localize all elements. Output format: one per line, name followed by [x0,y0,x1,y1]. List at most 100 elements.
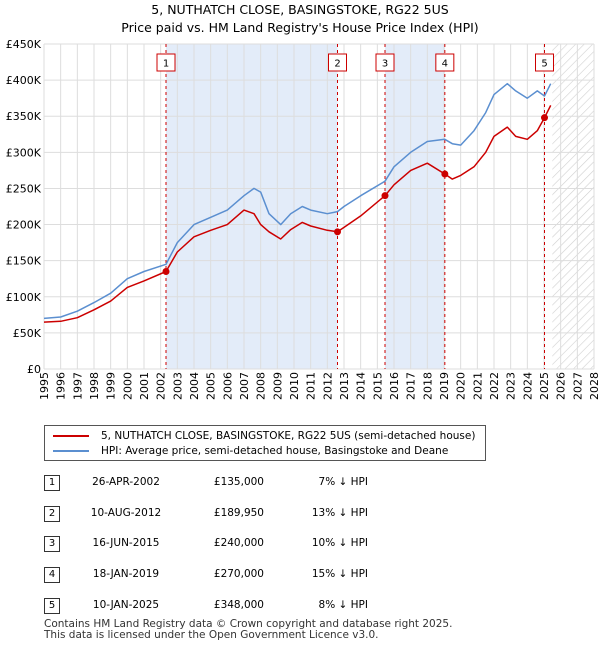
x-tick-label: 1997 [71,372,84,400]
footer-copyright: Contains HM Land Registry data © Crown c… [44,618,453,630]
sale-hpi-diff: 10% ↓ HPI [311,537,368,549]
x-tick-label: 2011 [305,372,318,400]
sale-marker-labels: 1 2 3 4 5 [156,53,554,72]
sale-vertical-lines [165,44,545,369]
y-tick-label: £50K [13,327,42,340]
sale-price: £240,000 [213,537,264,549]
sale-date: 10-AUG-2012 [90,507,162,519]
y-tick-label: £0 [27,363,41,376]
sale-marker-box [156,53,176,72]
sale-row: 5 10-JAN-2025 £348,000 8% ↓ HPI [44,596,404,616]
sale-marker-label: 3 [375,53,395,72]
x-tick-label: 2024 [521,372,534,400]
legend: 5, NUTHATCH CLOSE, BASINGSTOKE, RG22 5US… [44,425,486,461]
property-series-line [43,105,552,323]
x-tick-label: 2022 [488,372,501,400]
hpi-series-line [43,82,552,320]
sale-point [541,114,548,122]
sale-hpi-diff: 13% ↓ HPI [311,507,368,519]
y-tick-label: £350K [6,110,42,123]
legend-label-property: 5, NUTHATCH CLOSE, BASINGSTOKE, RG22 5US… [101,430,476,442]
x-tick-label: 2007 [238,372,251,400]
sale-number-badge: 2 [44,506,60,522]
sale-point [381,192,389,200]
future-hatch [552,44,594,369]
x-tick-label: 2027 [571,372,584,400]
y-tick-label: £300K [6,146,42,159]
sale-marker-number: 3 [382,59,388,70]
sale-date: 10-JAN-2025 [92,599,160,611]
sale-marker-number: 5 [541,59,547,70]
sale-marker-label: 5 [535,53,554,72]
sale-marker-box [328,53,347,72]
x-tick-label: 1996 [55,372,68,400]
x-tick-label: 2016 [388,372,401,400]
y-tick-label: £100K [6,291,42,304]
sale-marker-box [535,53,554,72]
sale-hpi-diff: 7% ↓ HPI [318,476,368,488]
x-tick-label: 1999 [105,372,118,400]
sale-marker-box [435,53,455,72]
x-tick-label: 2026 [555,372,568,400]
sale-price: £135,000 [213,476,264,488]
y-axis-ticks: £0 £50K £100K £150K £200K £250K £300K £350K £400… [6,38,42,376]
x-tick-label: 2001 [138,372,151,400]
x-tick-label: 2010 [288,372,301,400]
sale-point [162,268,170,275]
shaded-range [385,44,445,369]
y-tick-label: £250K [6,182,42,195]
sale-price: £189,950 [213,507,264,519]
x-tick-label: 2008 [255,372,268,400]
footer: Contains HM Land Registry data © Crown c… [44,619,452,641]
price-chart: 1 2 3 4 5 £0 £50K £100K £150K £200K £250K £300K £35… [6,38,600,400]
x-tick-label: 2018 [421,372,434,400]
x-tick-label: 2019 [438,372,451,400]
x-tick-label: 2012 [321,372,334,400]
x-tick-label: 1995 [38,372,51,400]
sale-points [162,114,548,275]
sale-number-badge: 3 [44,536,60,552]
sale-number-badge: 5 [44,598,60,614]
sale-marker-box [375,53,395,72]
x-tick-label: 2021 [471,372,484,400]
sale-point [334,228,341,236]
footer-licence: This data is licensed under the Open Gov… [44,629,379,641]
x-tick-label: 2009 [271,372,284,400]
legend-item-hpi: HPI: Average price, semi-detached house,… [53,445,448,457]
sale-marker-label: 4 [435,53,455,72]
sale-number-badge: 1 [44,475,60,491]
y-tick-label: £400K [6,74,42,87]
sale-marker-label: 1 [156,53,176,72]
sale-marker-number: 2 [334,59,340,70]
x-tick-label: 2015 [371,372,384,400]
sale-price: £348,000 [213,599,264,611]
x-tick-label: 2003 [171,372,184,400]
sale-row: 2 10-AUG-2012 £189,950 13% ↓ HPI [44,504,404,524]
sale-marker-label: 2 [328,53,347,72]
sale-point [441,170,449,178]
x-tick-label: 2025 [538,372,551,400]
series-lines [43,82,552,323]
sale-marker-number: 1 [163,59,169,70]
chart-title: 5, NUTHATCH CLOSE, BASINGSTOKE, RG22 5US [151,2,449,17]
sale-date: 18-JAN-2019 [92,568,160,580]
x-axis-ticks: 1995 1996 1997 1998 1999 2000 2001 2002 2003 2004… [38,372,600,400]
x-tick-label: 2006 [221,372,234,400]
legend-item-property: 5, NUTHATCH CLOSE, BASINGSTOKE, RG22 5US… [53,430,475,442]
y-tick-label: £150K [6,255,42,268]
x-tick-label: 2002 [155,372,168,400]
shaded-range [166,44,338,369]
legend-label-hpi: HPI: Average price, semi-detached house,… [101,445,449,457]
sale-hpi-diff: 15% ↓ HPI [311,568,368,580]
x-tick-label: 2023 [505,372,518,400]
x-tick-label: 2028 [588,372,600,400]
x-tick-label: 2014 [355,372,368,400]
shaded-ranges [166,44,445,369]
x-tick-label: 2013 [338,372,351,400]
y-tick-label: £200K [6,219,42,232]
legend-swatch-property [53,435,89,437]
x-tick-label: 2020 [455,372,468,400]
sale-row: 4 18-JAN-2019 £270,000 15% ↓ HPI [44,565,404,585]
x-tick-label: 1998 [88,372,101,400]
sale-hpi-diff: 8% ↓ HPI [318,599,368,611]
